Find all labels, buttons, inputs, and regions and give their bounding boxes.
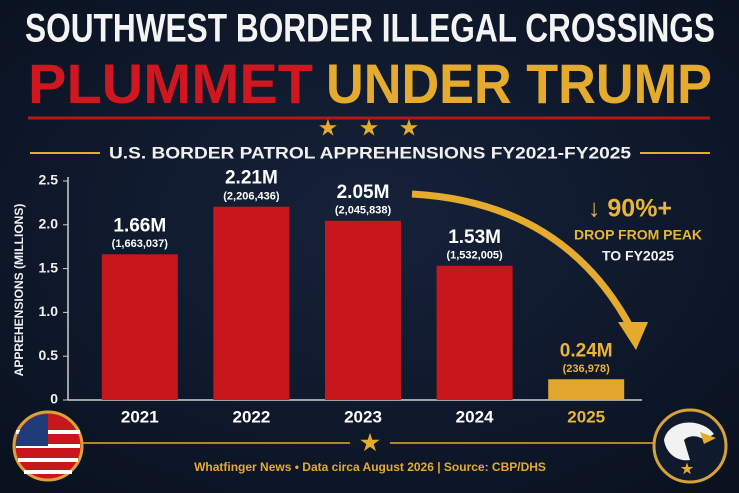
exact-label: (1,663,037) xyxy=(112,238,169,250)
y-tick-label: 2.5 xyxy=(39,172,59,188)
value-label: 0.24M xyxy=(560,340,613,361)
svg-text:★: ★ xyxy=(360,117,378,139)
value-label: 2.21M xyxy=(225,168,278,189)
x-tick-label: 2021 xyxy=(121,407,159,426)
chart-title-red: PLUMMET xyxy=(28,52,313,115)
bar xyxy=(325,220,401,400)
y-tick-label: 1.5 xyxy=(39,259,59,275)
x-tick-label: 2023 xyxy=(344,407,382,426)
bar xyxy=(436,265,513,400)
flag-icon xyxy=(12,410,84,482)
svg-text:★: ★ xyxy=(400,117,418,139)
annotation: TO FY2025 xyxy=(602,248,674,264)
chart-title-gold: UNDER TRUMP xyxy=(326,52,712,115)
arrow xyxy=(411,190,636,332)
x-tick-label: 2022 xyxy=(232,407,270,426)
x-tick-label: 2025 xyxy=(567,407,605,426)
exact-label: (2,206,436) xyxy=(223,191,280,203)
exact-label: (236,978) xyxy=(563,363,610,375)
value-label: 2.05M xyxy=(337,182,390,203)
svg-text:★: ★ xyxy=(319,117,337,139)
footer: Whatfinger News • Data circa August 2026… xyxy=(194,460,546,474)
star: ★ xyxy=(360,430,380,455)
exact-label: (2,045,838) xyxy=(335,205,392,217)
stars: ★ ★ ★ xyxy=(319,117,418,139)
annotation: DROP FROM PEAK xyxy=(574,227,702,243)
y-tick-label: 0.5 xyxy=(39,347,59,363)
y-axis-label: APPREHENSIONS (MILLIONS) xyxy=(12,204,26,377)
value-label: 1.66M xyxy=(113,215,166,236)
exact-label: (1,532,005) xyxy=(446,250,503,262)
arrow-head xyxy=(618,322,648,350)
svg-text:★: ★ xyxy=(681,461,694,477)
annotation: ↓ 90%+ xyxy=(588,195,672,223)
x-tick-label: 2024 xyxy=(456,407,494,426)
bar xyxy=(213,206,290,400)
value-label: 1.53M xyxy=(448,227,501,248)
bar xyxy=(101,254,178,400)
y-tick-label: 2.0 xyxy=(39,216,59,232)
y-tick-label: 1.0 xyxy=(39,303,59,319)
eagle-icon: ★ xyxy=(652,408,728,484)
y-tick-label: 0 xyxy=(50,391,58,407)
chart-title: SOUTHWEST BORDER ILLEGAL CROSSINGS xyxy=(25,7,715,51)
subtitle: U.S. BORDER PATROL APPREHENSIONS FY2021-… xyxy=(109,143,631,162)
bar xyxy=(548,379,625,400)
